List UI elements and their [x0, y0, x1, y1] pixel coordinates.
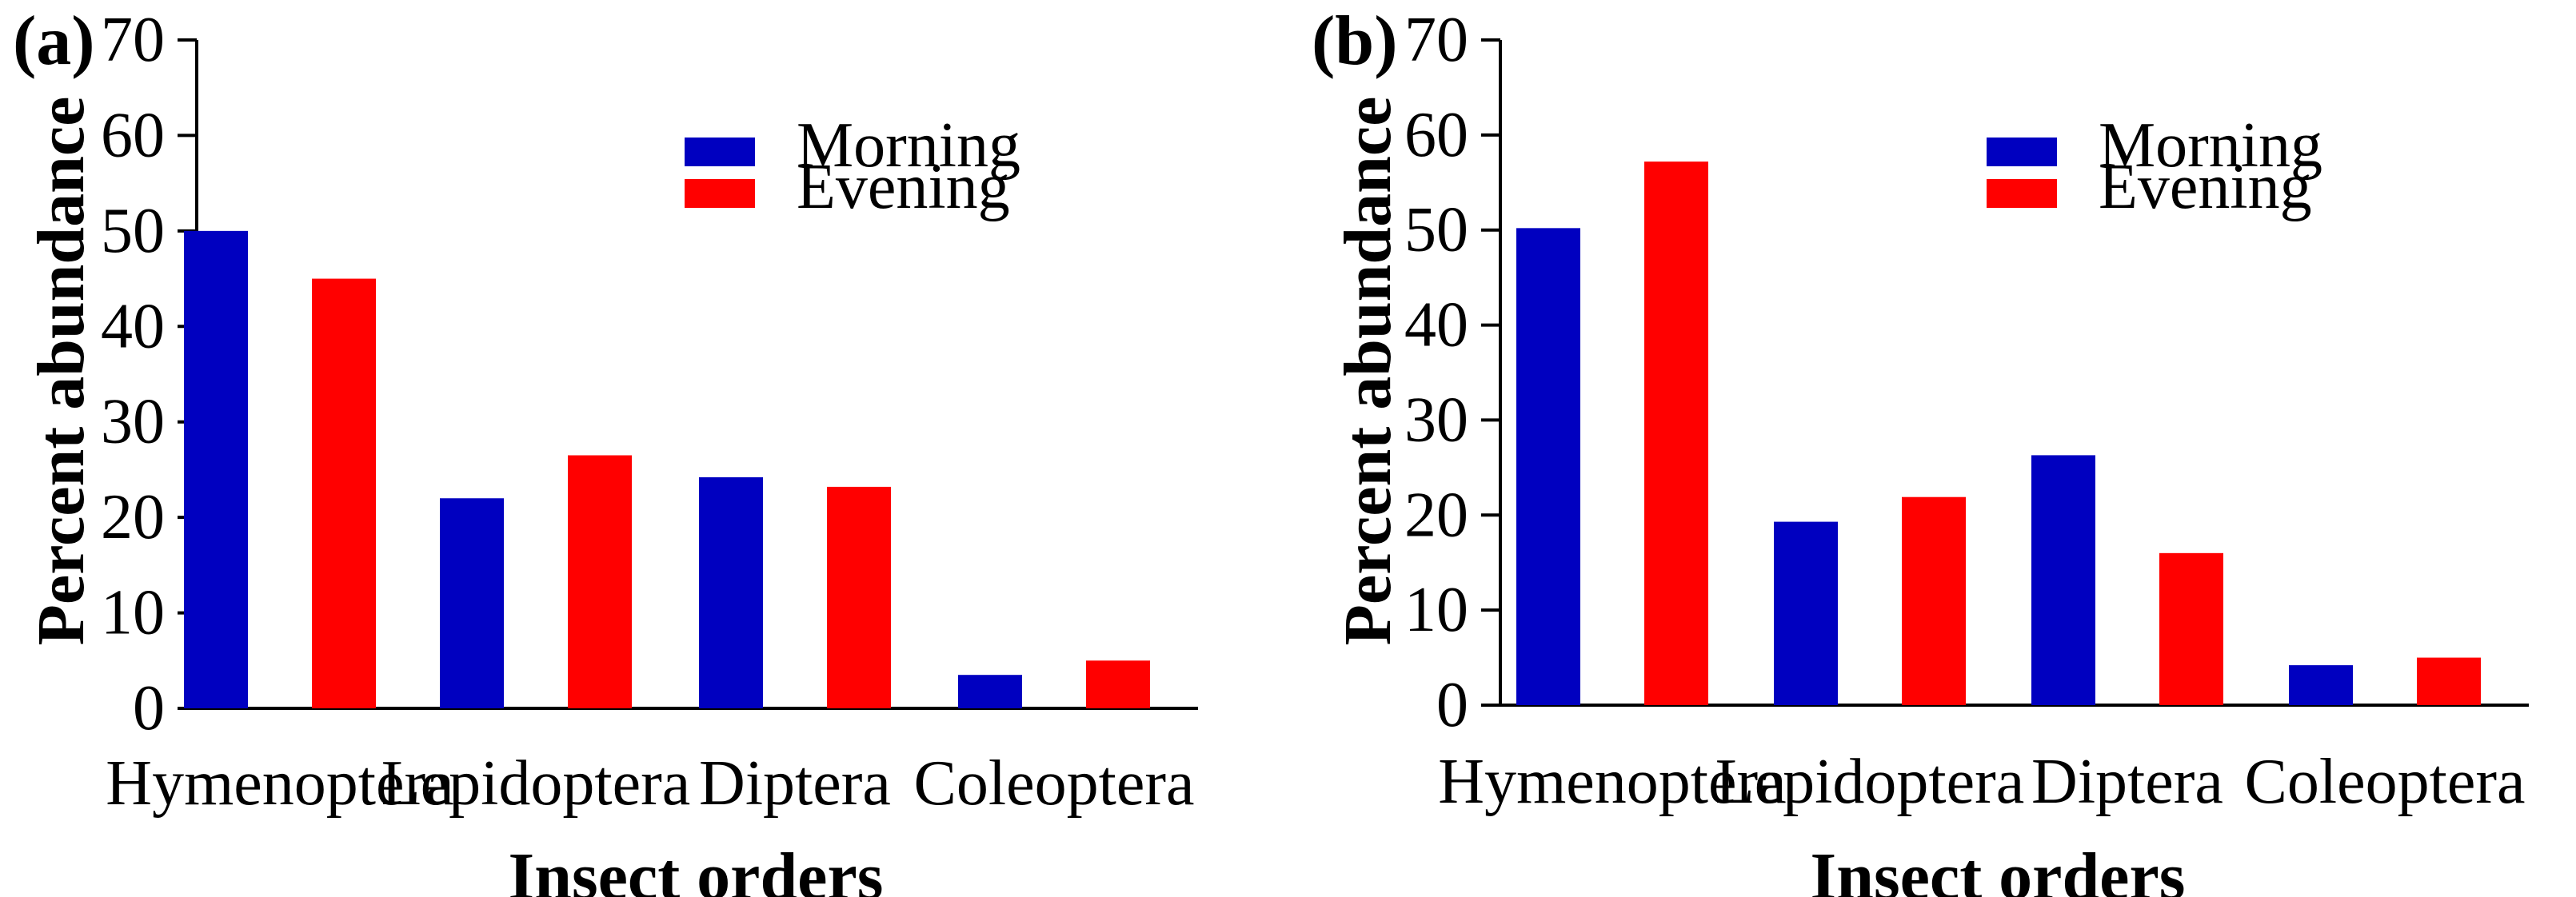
chart-panel-a: (a) 0 10 20 30 40 50 60 70 HymenopteraLepidoptera…: [13, 2, 1198, 897]
x-tick-label: Hymenoptera: [1438, 747, 1786, 817]
bar-morning-diptera: [699, 476, 763, 708]
x-tick-label: Hymenoptera: [106, 748, 453, 819]
bar-evening-hymenoptera: [1644, 161, 1708, 705]
legend-label-evening: Evening: [797, 152, 1010, 222]
y-tick-label: 0: [133, 673, 165, 744]
bar-evening-coleoptera: [2417, 657, 2481, 705]
x-tick-label: Coleoptera: [2245, 747, 2526, 817]
y-tick-label: 50: [101, 196, 165, 266]
y-tick-label: 20: [1404, 480, 1468, 550]
y-tick-label: 60: [1404, 100, 1468, 170]
y-tick-label: 30: [1404, 385, 1468, 455]
y-tick-label: 10: [1404, 575, 1468, 645]
y-tick-label: 10: [101, 578, 165, 648]
legend-label-morning: Morning: [2099, 110, 2322, 181]
x-tick-label: Diptera: [699, 748, 891, 819]
legend-swatch-evening: [1987, 179, 2057, 208]
bar-morning-diptera: [2031, 455, 2095, 705]
x-tick-label: Coleoptera: [914, 748, 1195, 819]
y-axis-title: Percent abundance: [1331, 97, 1405, 646]
y-tick-label: 0: [1436, 670, 1468, 740]
x-tick-label: Lepidoptera: [381, 748, 690, 819]
bar-evening-diptera: [2159, 552, 2223, 705]
legend-swatch-evening: [685, 179, 755, 208]
y-axis-title: Percent abundance: [24, 97, 98, 646]
legend-swatch-morning: [685, 138, 755, 166]
y-tick-label: 30: [101, 387, 165, 457]
panel-label: (a): [13, 2, 95, 80]
bar-evening-lepidoptera: [1902, 496, 1966, 705]
y-tick-label: 60: [101, 100, 165, 170]
bar-evening-coleoptera: [1086, 660, 1150, 708]
bar-morning-coleoptera: [958, 675, 1022, 708]
y-tick-label: 40: [1404, 290, 1468, 361]
bar-morning-hymenoptera: [184, 230, 248, 708]
bar-morning-lepidoptera: [1774, 521, 1838, 705]
x-axis-title: Insect orders: [1811, 839, 2186, 897]
legend-label-evening: Evening: [2099, 152, 2312, 222]
legend-label-morning: Morning: [797, 110, 1020, 181]
chart-panel-b: (b) 0 10 20 30 40 50 60 70 HymenopteraLepidoptera…: [1312, 2, 2529, 897]
bar-morning-coleoptera: [2289, 665, 2353, 705]
x-tick-label: Lepidoptera: [1715, 747, 2024, 817]
bar-evening-lepidoptera: [568, 455, 632, 708]
y-tick-label: 50: [1404, 195, 1468, 265]
bar-morning-hymenoptera: [1516, 228, 1580, 705]
y-tick-label: 40: [101, 291, 165, 361]
legend-swatch-morning: [1987, 138, 2057, 166]
x-axis-title: Insect orders: [509, 839, 884, 897]
y-tick-label: 70: [101, 5, 165, 75]
y-tick-label: 20: [101, 482, 165, 552]
bar-evening-diptera: [827, 486, 891, 708]
y-tick-label: 70: [1404, 5, 1468, 75]
bar-morning-lepidoptera: [440, 498, 504, 708]
bar-evening-hymenoptera: [312, 278, 376, 709]
panel-label: (b): [1312, 2, 1398, 80]
x-tick-label: Diptera: [2031, 747, 2223, 817]
